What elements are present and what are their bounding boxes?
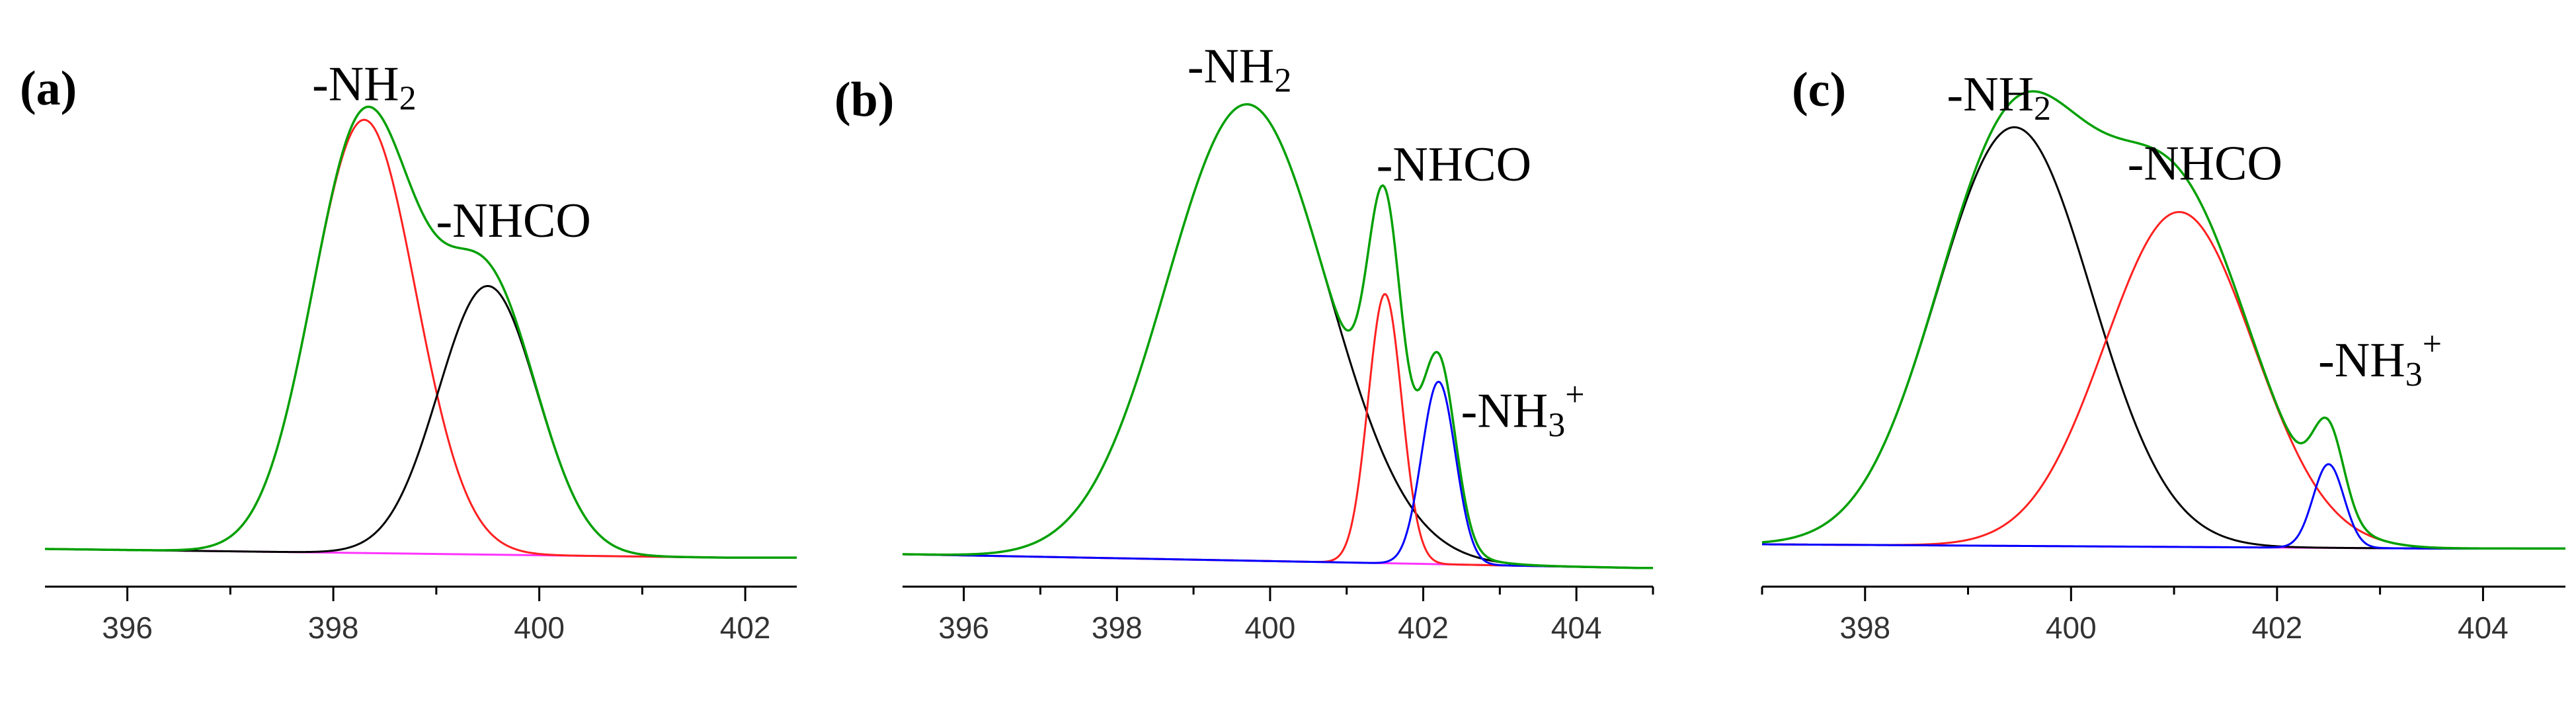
peak-annotation: -NH2 <box>1947 67 2052 128</box>
annotation-superscript: + <box>2423 325 2442 363</box>
annotation-text: -NH <box>2318 333 2405 388</box>
x-tick-label: 398 <box>1092 610 1143 645</box>
peak-annotation: -NHCO <box>436 194 591 248</box>
annotation-superscript: + <box>1565 376 1584 414</box>
panel-label: (c) <box>1792 63 1846 117</box>
envelope-curve <box>1761 90 2565 550</box>
annotation-subscript: 3 <box>2405 356 2423 394</box>
annotation-text: -NH <box>1947 67 2034 122</box>
x-tick-label: 402 <box>1398 610 1449 645</box>
x-tick-label: 400 <box>514 610 565 645</box>
annotation-text: -NHCO <box>436 194 591 248</box>
component-curve-1 <box>1761 211 2565 550</box>
x-tick-label: 396 <box>102 610 153 645</box>
component-curve-1 <box>44 284 797 559</box>
component-curve-0 <box>44 118 797 559</box>
x-tick-label: 404 <box>2458 610 2509 645</box>
annotation-subscript: 2 <box>2034 90 2051 128</box>
annotation-text: -NH <box>312 58 399 112</box>
x-tick-label: 400 <box>2046 610 2097 645</box>
envelope-curve <box>902 103 1653 569</box>
annotation-text: -NH <box>1461 384 1549 438</box>
peak-annotation: -NHCO <box>2128 136 2282 190</box>
x-tick-label: 402 <box>2251 610 2302 645</box>
x-tick-label: 398 <box>308 610 359 645</box>
component-curve-2 <box>1761 463 2565 550</box>
panel-label: (a) <box>20 62 77 116</box>
x-tick-label: 396 <box>938 610 989 645</box>
x-tick-label: 402 <box>720 610 771 645</box>
envelope-curve <box>44 105 797 559</box>
peak-annotation: -NH3+ <box>2318 325 2442 394</box>
annotation-subscript: 2 <box>399 80 417 118</box>
annotation-text: -NHCO <box>1377 138 1531 192</box>
x-tick-label: 398 <box>1839 610 1890 645</box>
component-curve-0 <box>902 103 1653 569</box>
x-tick-label: 404 <box>1551 610 1602 645</box>
peak-annotation: -NH2 <box>312 58 417 118</box>
panel-2: 398 400 402 404(c) -NH2-NHCO-NH3+ <box>1761 63 2565 645</box>
x-tick-label: 400 <box>1245 610 1296 645</box>
peak-annotation: -NH2 <box>1187 40 1292 100</box>
panel-label: (b) <box>834 73 894 127</box>
panel-1: 396 398 400 402 404(b)-NH2-NHCO-NH3+ <box>834 40 1654 645</box>
peak-annotation: -NH3+ <box>1461 376 1585 444</box>
panel-0: 396 398 400 402 (a) -NH2 -NHCO <box>20 58 797 645</box>
peak-annotation: -NHCO <box>1377 138 1531 192</box>
annotation-subscript: 3 <box>1548 407 1565 444</box>
annotation-text: -NH <box>1187 40 1275 94</box>
annotation-subscript: 2 <box>1274 62 1291 100</box>
annotation-text: -NHCO <box>2128 136 2282 190</box>
